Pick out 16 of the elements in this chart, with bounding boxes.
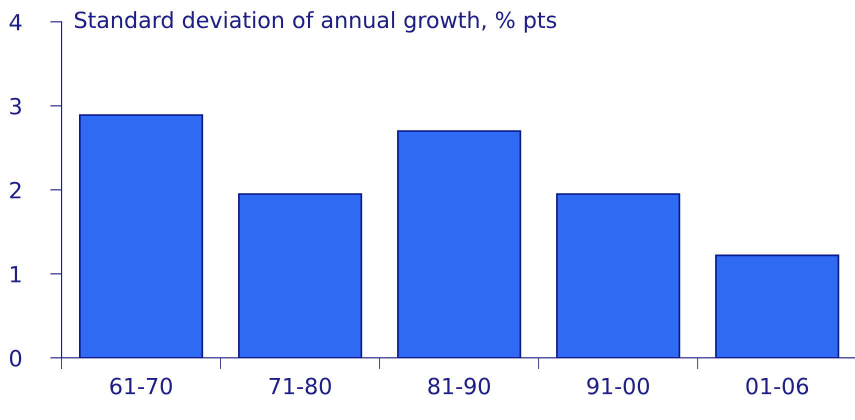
x-tick-label: 01-06 xyxy=(746,378,808,394)
y-tick-label: 1 xyxy=(10,266,21,282)
x-tick-label: 61-70 xyxy=(110,378,172,394)
y-tick-label: 0 xyxy=(10,350,22,367)
y-tick-label: 4 xyxy=(10,14,22,30)
y-tick-label: 3 xyxy=(10,98,21,115)
y-tick-label: 2 xyxy=(10,182,20,198)
chart-title: Standard deviation of annual growth, % pts xyxy=(74,11,556,33)
bar xyxy=(556,193,680,358)
bar xyxy=(79,114,204,358)
bar xyxy=(238,193,362,358)
x-tick-label: 71-80 xyxy=(270,378,331,394)
x-tick-label: 81-90 xyxy=(428,378,490,394)
bar xyxy=(715,254,840,358)
bar xyxy=(397,130,522,358)
x-tick-label: 91-00 xyxy=(587,378,649,394)
